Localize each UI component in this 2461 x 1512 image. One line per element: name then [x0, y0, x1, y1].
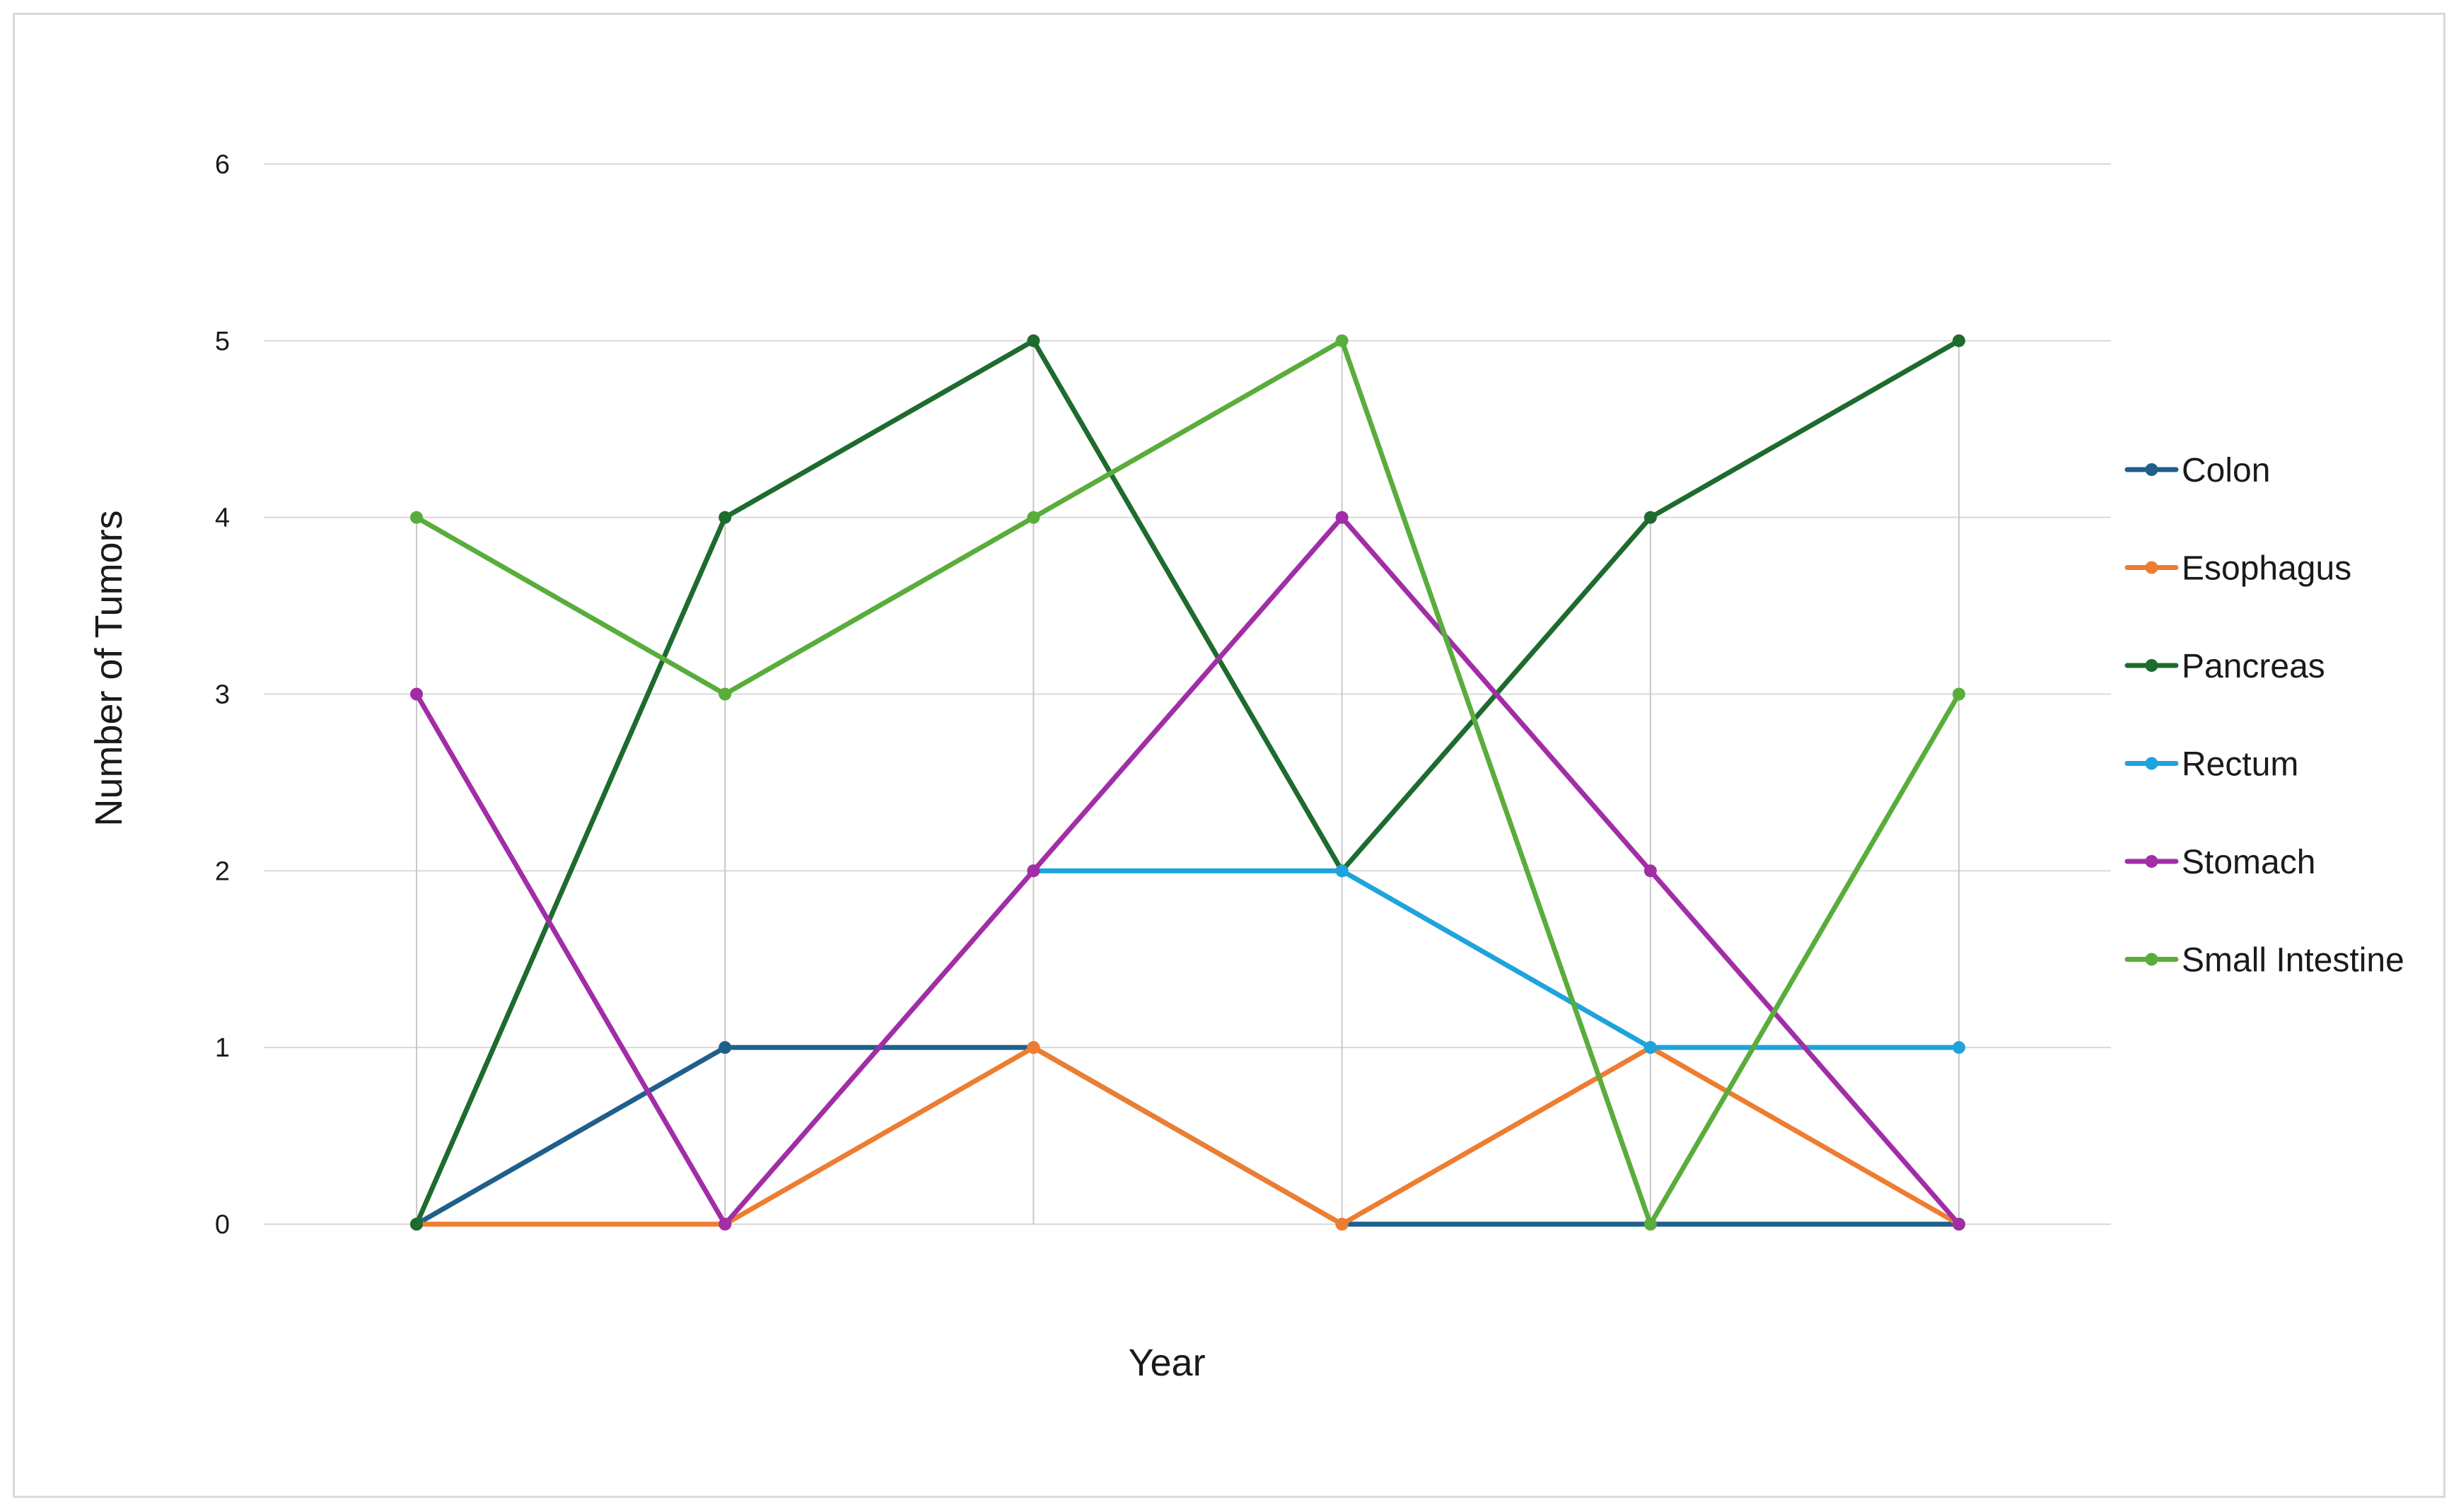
- data-point: [1335, 511, 1349, 524]
- legend-label: Rectum: [2182, 746, 2298, 784]
- y-tick-label: 2: [215, 856, 230, 886]
- data-point: [718, 1218, 732, 1231]
- data-point: [1953, 334, 1965, 347]
- data-point: [410, 687, 423, 701]
- series-line: [414, 1045, 1962, 1227]
- legend-label: Pancreas: [2182, 648, 2325, 685]
- y-axis-ticks: 0 1 2 3 4 5 6: [215, 150, 230, 1240]
- legend-item: Rectum: [2124, 746, 2298, 784]
- x-axis-title: Year: [1128, 1342, 1205, 1384]
- legend-swatch-marker: [2145, 757, 2158, 770]
- data-point: [718, 687, 732, 701]
- data-point: [1643, 864, 1657, 878]
- y-tick-label: 3: [215, 680, 230, 710]
- legend-swatch-marker: [2145, 953, 2158, 966]
- y-tick-label: 1: [215, 1033, 230, 1063]
- series-line: [1030, 868, 1962, 1050]
- y-tick-label: 6: [215, 150, 230, 180]
- data-point: [718, 1041, 732, 1054]
- legend-item: Pancreas: [2124, 648, 2325, 685]
- data-point: [1643, 511, 1657, 524]
- data-point: [410, 511, 423, 524]
- data-point: [1027, 864, 1040, 878]
- series-esophagus: [410, 1041, 1965, 1231]
- series-line: [414, 338, 1962, 1227]
- data-point: [1953, 1218, 1965, 1231]
- legend-swatch-marker: [2145, 561, 2158, 574]
- data-point: [1953, 687, 1965, 701]
- y-tick-label: 0: [215, 1210, 230, 1240]
- data-point: [1335, 334, 1349, 347]
- data-point: [1335, 864, 1349, 878]
- data-point: [1027, 334, 1040, 347]
- series-rectum: [1027, 864, 1965, 1054]
- legend-item: Small Intestine: [2124, 942, 2404, 979]
- legend-item: Colon: [2124, 452, 2270, 489]
- legend-label: Esophagus: [2182, 550, 2351, 588]
- series: [410, 334, 1965, 1231]
- y-tick-label: 5: [215, 327, 230, 356]
- data-point: [1953, 1041, 1965, 1054]
- legend-item: Esophagus: [2124, 550, 2351, 588]
- chart-frame: [13, 13, 2445, 1498]
- y-tick-label: 4: [215, 504, 230, 533]
- y-axis-title: Number of Tumors: [88, 510, 130, 826]
- legend-swatch-marker: [2145, 855, 2158, 868]
- legend-label: Colon: [2182, 452, 2270, 489]
- data-point: [718, 511, 732, 524]
- legend-label: Stomach: [2182, 844, 2315, 881]
- legend-item: Stomach: [2124, 844, 2315, 881]
- series-stomach: [410, 511, 1965, 1231]
- data-point: [1643, 1041, 1657, 1054]
- legend-swatch-marker: [2145, 463, 2158, 476]
- data-point: [1027, 1041, 1040, 1054]
- data-point: [410, 1218, 423, 1231]
- data-point: [1027, 511, 1040, 524]
- data-point: [1643, 1218, 1657, 1231]
- series-line: [414, 338, 1962, 1227]
- series-line: [414, 515, 1962, 1227]
- data-point: [1335, 1218, 1349, 1231]
- legend-label: Small Intestine: [2182, 942, 2404, 979]
- legend-swatch-marker: [2145, 659, 2158, 672]
- legend: Colon Esophagus Pancreas Rectum Stomach Small…: [2124, 452, 2404, 979]
- series-small-intestine: [410, 334, 1965, 1231]
